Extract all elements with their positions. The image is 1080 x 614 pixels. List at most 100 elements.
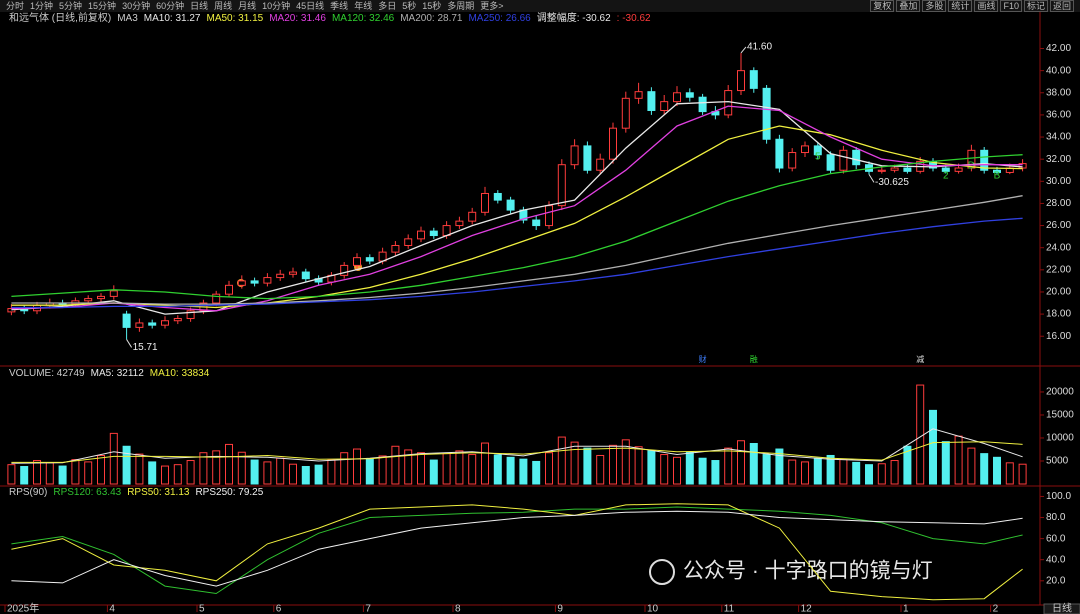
x-tick-label: 4 (109, 604, 115, 614)
tool-button[interactable]: 返回 (1049, 0, 1074, 12)
candle-body (186, 310, 195, 320)
annotation: 15.71 (133, 342, 158, 353)
candle-body (685, 92, 694, 98)
y-tick-label: 40.00 (1046, 65, 1071, 76)
volume-bar (929, 409, 937, 485)
candle-body (775, 138, 784, 169)
candle-body (532, 219, 541, 227)
period-tab[interactable]: 5分钟 (59, 1, 83, 11)
candle-body (353, 257, 361, 266)
y-tick-label: 5000 (1046, 456, 1069, 467)
legend-entry: MA10: 31.27 (144, 13, 201, 24)
candle-body (839, 149, 848, 171)
tool-button[interactable]: F10 (1000, 0, 1022, 12)
volume-bar (916, 384, 925, 485)
candle-body (545, 205, 553, 227)
legend-entry: MA20: 31.46 (269, 13, 326, 24)
line-series (11, 217, 1023, 309)
candle-body (122, 313, 131, 328)
y-tick-label: 38.00 (1046, 87, 1071, 98)
y-tick-label: 22.00 (1046, 264, 1071, 275)
line-series (11, 154, 1023, 300)
tool-button[interactable]: 复权 (870, 0, 895, 12)
volume-bar (122, 445, 131, 485)
period-tab[interactable]: 15分钟 (88, 1, 117, 11)
y-tick-label: 24.00 (1046, 242, 1071, 253)
line-series (11, 510, 1023, 587)
volume-bar (954, 435, 963, 485)
event-tag: 财 (699, 354, 707, 364)
candle-body (596, 158, 605, 171)
period-tab[interactable]: 5秒 (402, 1, 417, 11)
candle-body (417, 230, 425, 240)
volume-bar (865, 464, 873, 485)
panel-header: 和远气体 (日线,前复权) MA3 MA10: 31.27 MA50: 31.15 MA… (9, 11, 651, 24)
volume-bar (148, 461, 157, 485)
volume-bar (711, 460, 720, 485)
period-tab[interactable]: 15秒 (422, 1, 442, 11)
volume-bar (685, 451, 694, 485)
volume-bar (532, 460, 541, 485)
volume-bar (391, 445, 400, 485)
volume-bar (109, 432, 118, 485)
candle-body (481, 192, 489, 213)
volume-bar (724, 447, 733, 485)
legend-entry: MA50: 31.15 (207, 13, 264, 24)
volume-bar (237, 451, 246, 485)
legend-entry: VOLUME: 42749 (9, 368, 85, 379)
period-tab[interactable]: 60分钟 (156, 1, 185, 11)
tool-button[interactable]: 叠加 (896, 0, 921, 12)
period-tab[interactable]: 分时 (6, 1, 25, 11)
period-tab[interactable]: 45日线 (296, 1, 325, 11)
y-tick-label: 30.00 (1046, 176, 1071, 187)
period-tab[interactable]: 1分钟 (30, 1, 54, 11)
period-tab[interactable]: 多日 (378, 1, 397, 11)
period-tab[interactable]: 周线 (214, 1, 233, 11)
annotation-leader (740, 46, 747, 54)
period-tab[interactable]: 10分钟 (262, 1, 291, 11)
tool-button[interactable]: 统计 (948, 0, 973, 12)
volume-bar (634, 446, 643, 485)
candle-body (161, 320, 169, 326)
period-tab[interactable]: 多周期 (447, 1, 475, 11)
x-tick-label: 12 (801, 604, 813, 614)
volume-bar (404, 449, 413, 485)
volume-bar (225, 443, 233, 485)
period-box (1043, 603, 1080, 614)
volume-bar (468, 454, 477, 485)
event-tag: 融 (750, 354, 758, 364)
period-tab[interactable]: 30分钟 (122, 1, 151, 11)
period-tab[interactable]: 月线 (238, 1, 257, 11)
volume-bar (890, 460, 899, 485)
volume-bar (941, 441, 950, 485)
volume-bar (621, 439, 630, 485)
volume-bar (276, 457, 285, 485)
period-tab[interactable]: 年线 (354, 1, 373, 11)
volume-bar (647, 450, 656, 485)
y-tick-label: 100.0 (1046, 491, 1071, 502)
volume-bar (762, 454, 771, 485)
candle-body (225, 284, 233, 295)
y-tick-label: 28.00 (1046, 198, 1071, 209)
candle-body (506, 199, 515, 211)
legend-entry: MA120: 32.46 (332, 13, 395, 24)
volume-bar (442, 453, 451, 485)
legend-entry: MA10: 33834 (150, 368, 210, 379)
volume-bar (852, 461, 861, 485)
tool-button[interactable]: 多股 (922, 0, 947, 12)
period-tab[interactable]: 更多> (480, 1, 504, 11)
candle-body (237, 280, 246, 286)
y-tick-label: 40.0 (1046, 554, 1066, 565)
candle-body (404, 238, 413, 246)
period-tab[interactable]: 季线 (330, 1, 349, 11)
candle-body (941, 167, 950, 172)
tool-button[interactable]: 标记 (1023, 0, 1048, 12)
tool-button[interactable]: 画线 (974, 0, 999, 12)
period-tab[interactable]: 日线 (190, 1, 209, 11)
candle-body (660, 101, 669, 111)
candle-body (724, 90, 733, 116)
volume-bar (199, 452, 208, 485)
volume-bar (967, 447, 976, 485)
y-tick-label: 36.00 (1046, 110, 1071, 121)
